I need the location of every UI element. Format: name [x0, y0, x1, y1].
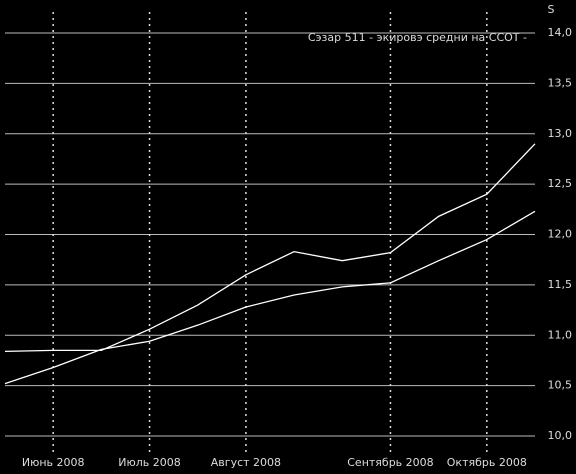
y-tick-label: 13,5	[548, 76, 573, 89]
x-tick-label: Июль 2008	[118, 456, 181, 469]
y-tick-label: 12,0	[548, 228, 573, 241]
y-tick-label: 10,0	[548, 429, 573, 442]
series-line	[4, 210, 536, 385]
y-tick-label: 10,5	[548, 379, 573, 392]
y-tick-label: 11,5	[548, 278, 573, 291]
x-tick-label: Июнь 2008	[22, 456, 85, 469]
y-axis-label: S	[548, 3, 555, 16]
x-tick-label: Август 2008	[211, 456, 281, 469]
series-line	[4, 143, 536, 353]
y-tick-label: 14,0	[548, 26, 573, 39]
y-tick-label: 12,5	[548, 177, 573, 190]
y-tick-label: 11,0	[548, 328, 573, 341]
chart-title: Сэзар 511 - экировэ средни на ССОТ -	[308, 31, 527, 44]
x-tick-label: Сентябрь 2008	[347, 456, 433, 469]
x-tick-label: Октябрь 2008	[447, 456, 527, 469]
y-tick-label: 13,0	[548, 127, 573, 140]
